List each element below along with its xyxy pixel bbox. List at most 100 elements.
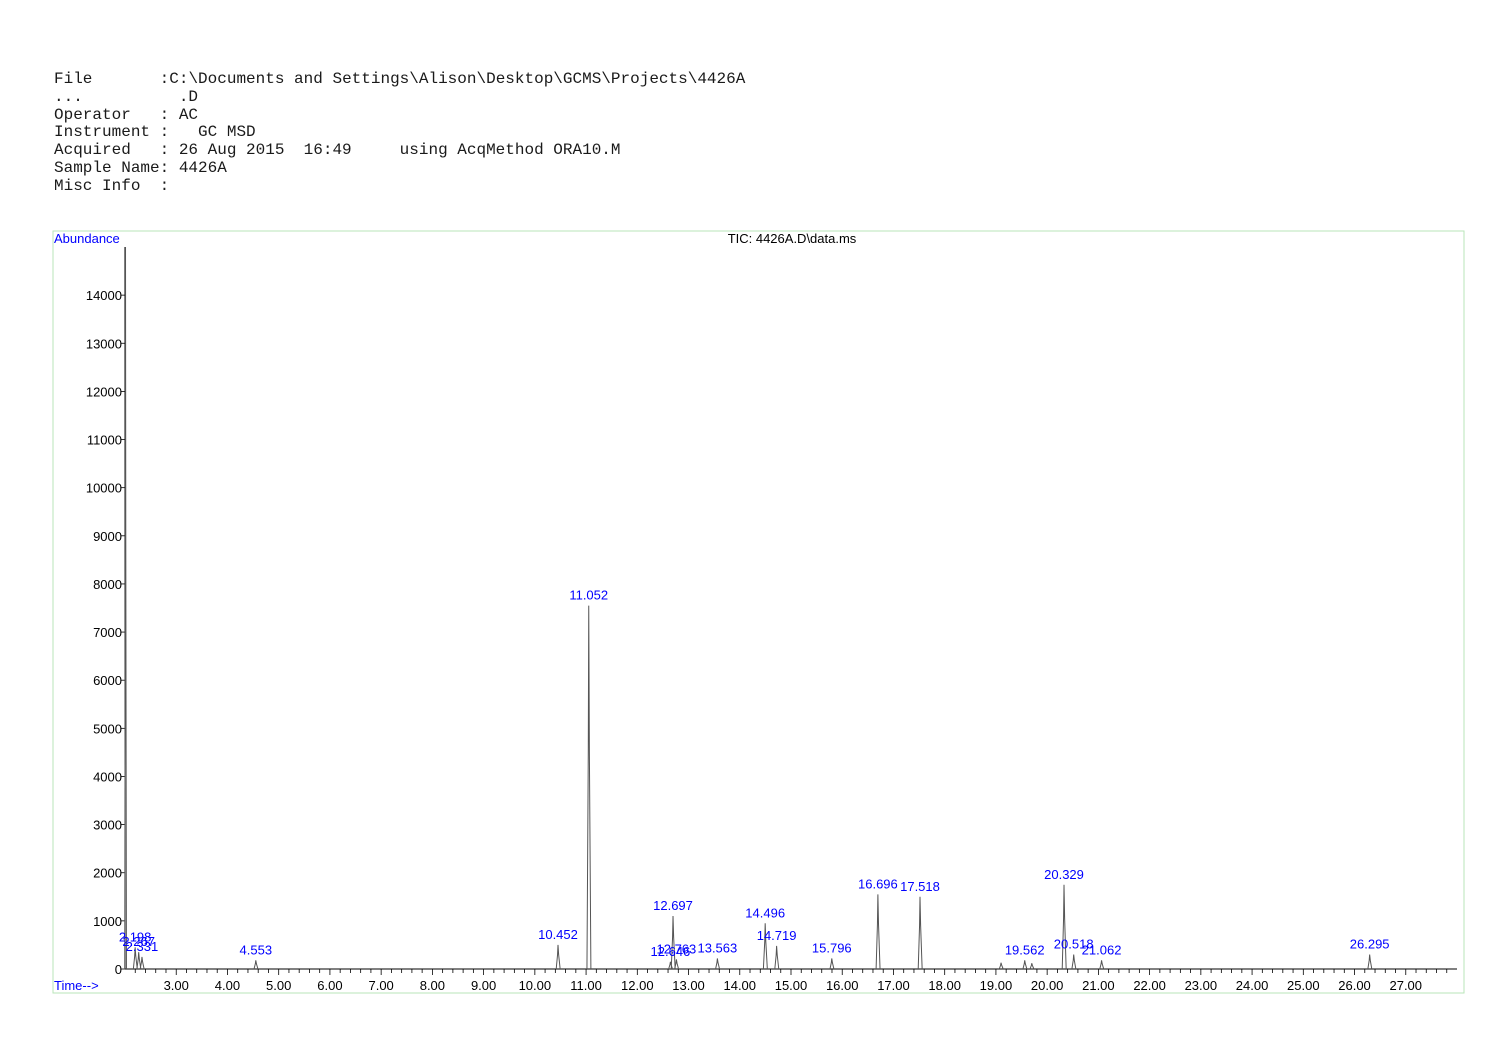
header-label: Sample Name [54,158,160,177]
header-label: Operator [54,105,160,124]
peak-label: 20.518 [1054,937,1094,952]
peak [917,896,923,970]
header-row: ... .D [54,87,745,107]
report-header: File :C:\Documents and Settings\Alison\D… [54,70,746,196]
x-tick-label: 13.00 [672,978,705,993]
peak-label: 12.763 [657,941,697,956]
y-axis-label: Abundance [54,231,120,246]
x-tick-label: 9.00 [471,978,496,993]
peak-label: 15.796 [812,940,852,955]
y-tick-label: 2000 [93,866,122,881]
header-value: .D [178,87,199,106]
peak-label: 26.295 [1350,937,1390,952]
x-tick-label: 10.00 [519,978,552,993]
x-tick-label: 22.00 [1133,978,1166,993]
peak-label: 12.697 [653,898,693,913]
peak-label: 19.562 [1005,942,1045,957]
peak-label: 16.696 [858,876,898,891]
peak [132,947,138,970]
header-extra: using AcqMethod ORA10.M [351,141,621,160]
peak-label: 2.267 [122,934,155,949]
header-value: C:\Documents and Settings\Alison\Desktop… [169,70,746,88]
x-tick-label: 25.00 [1287,978,1320,993]
header-sep: : [159,158,179,177]
header-row: Misc Info : [54,176,745,196]
header-value: 4426A [178,158,227,177]
peak-label: 2.198 [119,929,152,944]
x-tick-label: 17.00 [877,978,910,993]
y-tick-label: 4000 [93,769,122,784]
x-tick-label: 27.00 [1389,978,1422,993]
peak-label: 2.331 [126,939,159,954]
header-sep: : [159,70,170,88]
header-label: Instrument [54,123,160,142]
y-tick-label: 6000 [93,673,122,688]
header-sep: : [159,141,179,160]
y-tick-label: 7000 [93,625,122,640]
x-axis-label: Time--> [54,978,99,993]
header-row: Acquired : 26 Aug 2015 16:49 using AcqMe… [54,141,745,160]
peak [1029,963,1035,970]
y-tick-label: 10000 [86,481,122,496]
peak [586,605,592,970]
x-tick-label: 8.00 [420,978,445,993]
peak [670,916,676,970]
peak [124,246,127,970]
peak-label: 12.646 [651,944,691,959]
y-tick-label: 0 [115,962,122,977]
peak-label: 4.553 [240,942,273,957]
x-tick-label: 5.00 [266,978,291,993]
y-tick-label: 9000 [93,529,122,544]
header-sep: : [159,176,170,195]
peak-label: 14.719 [757,928,797,943]
peak [139,956,145,970]
x-tick-label: 12.00 [621,978,654,993]
header-sep: : [159,123,199,142]
peak-label: 14.496 [745,905,785,920]
peak [674,959,680,970]
x-tick-label: 14.00 [723,978,756,993]
peak-label: 20.329 [1044,867,1084,882]
x-tick-label: 6.00 [317,978,342,993]
header-label: ... [54,87,160,106]
y-tick-label: 14000 [86,288,122,303]
peak [1099,960,1105,970]
x-tick-label: 7.00 [368,978,393,993]
header-label: Misc Info [54,176,160,195]
x-tick-label: 18.00 [928,978,961,993]
header-row: Instrument : GC MSD [54,123,745,142]
x-tick-label: 24.00 [1236,978,1269,993]
header-label: File [54,70,160,88]
y-tick-label: 5000 [93,721,122,736]
x-tick-label: 21.00 [1082,978,1115,993]
plot-frame [52,230,1465,994]
peak [1061,884,1067,970]
y-tick-label: 3000 [93,818,122,833]
y-tick-label: 12000 [86,384,122,399]
x-tick-label: 19.00 [980,978,1013,993]
axes: 3.00 4.00 5.00 6.00 7.00 8.00 9.00 10.00 11.00 12… [86,247,1457,993]
peak-label: 21.062 [1082,942,1122,957]
header-row: Operator : AC [54,105,745,125]
x-tick-label: 4.00 [215,978,240,993]
peak-label: 13.563 [697,940,737,955]
y-tick-label: 8000 [93,577,122,592]
peak [253,960,259,970]
header-value: GC MSD [198,123,256,142]
x-tick-label: 11.00 [570,978,602,993]
peak-label: 17.518 [900,879,940,894]
x-tick-label: 26.00 [1338,978,1371,993]
peak [829,958,835,970]
tic-trace [124,246,1373,970]
peak [136,952,142,970]
header-value: AC [178,105,199,124]
peak [1071,954,1077,970]
peak-label: 10.452 [538,927,578,942]
peak [998,962,1004,970]
header-row: Sample Name: 4426A [54,158,745,178]
x-tick-label: 23.00 [1185,978,1218,993]
header-label: Acquired [54,141,160,160]
chart-title: TIC: 4426A.D\data.ms [728,231,857,246]
x-tick-label: 15.00 [775,978,808,993]
